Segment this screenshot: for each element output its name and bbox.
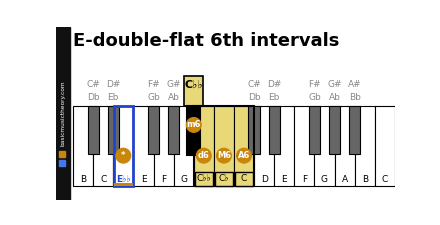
Text: m6: m6 — [187, 120, 201, 129]
Text: A: A — [341, 175, 348, 184]
Bar — [254, 106, 274, 186]
Text: G: G — [321, 175, 328, 184]
Bar — [194, 106, 214, 186]
Bar — [215, 172, 233, 186]
Bar — [249, 106, 260, 154]
Text: D#: D# — [267, 80, 282, 89]
Text: C♭♭: C♭♭ — [196, 174, 211, 183]
Text: M6: M6 — [217, 151, 231, 160]
Text: G#: G# — [166, 80, 181, 89]
Bar — [184, 76, 203, 106]
Bar — [187, 106, 200, 155]
Bar — [309, 106, 320, 154]
Text: C#: C# — [247, 80, 261, 89]
Text: D: D — [261, 175, 268, 184]
Text: F#: F# — [147, 80, 160, 89]
Text: Ab: Ab — [329, 93, 341, 102]
Bar — [235, 172, 253, 186]
Text: A6: A6 — [238, 151, 250, 160]
Text: E: E — [282, 175, 287, 184]
Text: G: G — [180, 175, 187, 184]
Text: E: E — [141, 175, 146, 184]
Text: d6: d6 — [198, 151, 210, 160]
Circle shape — [116, 148, 131, 163]
Text: C#: C# — [86, 80, 100, 89]
Bar — [329, 106, 340, 154]
Bar — [133, 106, 154, 186]
Text: F: F — [302, 175, 307, 184]
Text: C♭: C♭ — [219, 174, 229, 183]
Text: C: C — [241, 174, 247, 183]
Bar — [113, 106, 133, 186]
Bar — [93, 106, 113, 186]
Bar — [214, 106, 234, 186]
Text: Ab: Ab — [168, 93, 180, 102]
Bar — [188, 106, 199, 154]
Bar — [154, 106, 174, 186]
Text: B: B — [80, 175, 86, 184]
Bar — [59, 151, 66, 157]
Text: basicmusictheory.com: basicmusictheory.com — [61, 80, 66, 146]
Text: A#: A# — [348, 80, 362, 89]
Bar — [59, 160, 66, 166]
Text: C: C — [382, 175, 388, 184]
Circle shape — [216, 148, 231, 163]
Text: D#: D# — [106, 80, 121, 89]
Bar — [355, 106, 375, 186]
Circle shape — [237, 148, 251, 163]
Text: Db: Db — [87, 93, 99, 102]
Bar — [174, 106, 194, 186]
Bar — [234, 106, 254, 186]
Text: F: F — [161, 175, 166, 184]
Bar — [194, 106, 254, 186]
Bar — [114, 106, 133, 186]
Text: C: C — [100, 175, 106, 184]
Text: E♭♭: E♭♭ — [116, 175, 131, 184]
Bar — [73, 106, 93, 186]
Bar — [56, 27, 70, 200]
Bar — [168, 106, 179, 154]
Text: Eb: Eb — [268, 93, 280, 102]
Bar — [268, 106, 280, 154]
Text: F#: F# — [308, 80, 321, 89]
Bar — [194, 172, 213, 186]
Bar — [375, 106, 395, 186]
Bar — [349, 106, 360, 154]
Bar — [334, 106, 355, 186]
Bar — [88, 106, 99, 154]
Text: Gb: Gb — [308, 93, 321, 102]
Text: E-double-flat 6th intervals: E-double-flat 6th intervals — [73, 32, 339, 50]
Circle shape — [197, 148, 211, 163]
Circle shape — [187, 118, 201, 132]
Text: C♭♭: C♭♭ — [184, 79, 203, 90]
Bar — [148, 106, 159, 154]
Bar — [114, 183, 132, 186]
Bar — [315, 106, 334, 186]
Text: Eb: Eb — [108, 93, 119, 102]
Bar — [274, 106, 294, 186]
Text: Bb: Bb — [349, 93, 361, 102]
Text: B: B — [362, 175, 368, 184]
Bar — [294, 106, 315, 186]
Text: *: * — [121, 151, 125, 160]
Text: Gb: Gb — [147, 93, 160, 102]
Bar — [108, 106, 119, 154]
Text: Db: Db — [248, 93, 260, 102]
Text: G#: G# — [327, 80, 342, 89]
